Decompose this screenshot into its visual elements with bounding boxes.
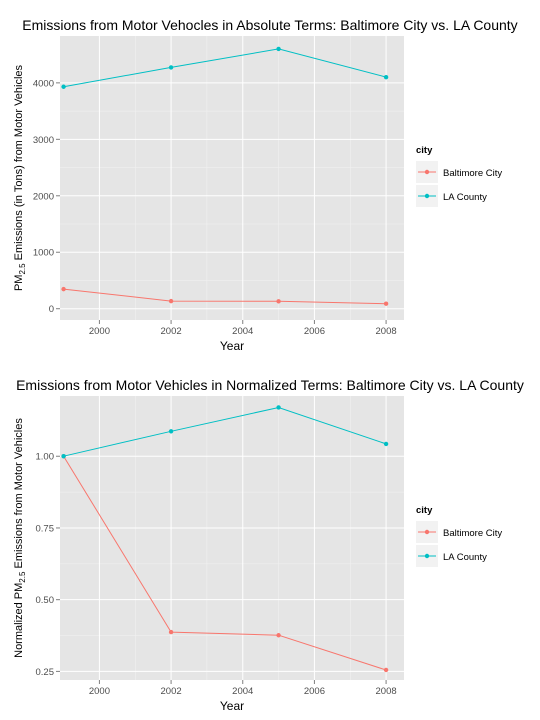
y-axis-label: Normalized PM2.5 Emissions from Motor Ve… bbox=[13, 418, 27, 658]
y-tick-label: 0.50 bbox=[36, 595, 55, 606]
x-tick-label: 2000 bbox=[89, 326, 110, 337]
plot-panel bbox=[60, 396, 404, 680]
x-tick-label: 2002 bbox=[161, 326, 182, 337]
x-tick-label: 2002 bbox=[161, 686, 182, 697]
chart-2: Emissions from Motor Vehicles in Normali… bbox=[13, 377, 524, 713]
y-tick-label: 2000 bbox=[33, 191, 54, 202]
y-tick-label: 1.00 bbox=[36, 452, 55, 463]
y-axis-label-prefix: PM bbox=[13, 275, 25, 292]
data-point bbox=[61, 84, 66, 89]
series-line-1 bbox=[63, 406, 387, 457]
y-tick-label: 0 bbox=[49, 304, 54, 315]
legend-key-point bbox=[424, 169, 430, 175]
data-point bbox=[61, 454, 66, 459]
x-axis-label: Year bbox=[220, 699, 244, 713]
x-tick-label: 2000 bbox=[89, 686, 110, 697]
legend-label: LA County bbox=[443, 192, 487, 203]
y-axis-label-subscript: 2.5 bbox=[18, 571, 27, 583]
series-line-0 bbox=[63, 455, 387, 671]
y-tick-label: 0.75 bbox=[36, 523, 55, 534]
data-point bbox=[168, 65, 174, 70]
legend-title: city bbox=[416, 505, 433, 516]
data-point bbox=[383, 441, 389, 447]
legend-label: LA County bbox=[443, 552, 487, 563]
x-tick-label: 2008 bbox=[376, 686, 397, 697]
data-point bbox=[383, 301, 389, 306]
series-line-0 bbox=[63, 288, 387, 305]
chart-title: Emissions from Motor Vehocles in Absolut… bbox=[22, 17, 517, 33]
data-point bbox=[276, 299, 281, 304]
legend-title: city bbox=[416, 145, 433, 156]
legend-key-point bbox=[424, 193, 430, 199]
x-tick-label: 2004 bbox=[232, 326, 253, 337]
y-axis-label: PM2.5 Emissions (in Tons) from Motor Veh… bbox=[13, 64, 27, 291]
legend-key-point bbox=[424, 553, 430, 559]
y-tick-label: 3000 bbox=[33, 135, 54, 146]
y-tick-label: 4000 bbox=[33, 78, 54, 89]
legend-key-point bbox=[424, 529, 430, 535]
x-tick-label: 2006 bbox=[304, 686, 325, 697]
x-tick-label: 2008 bbox=[376, 326, 397, 337]
legend-label: Baltimore City bbox=[443, 528, 502, 539]
data-point bbox=[383, 667, 389, 673]
x-axis-label: Year bbox=[220, 339, 244, 353]
data-point bbox=[276, 405, 281, 410]
legend-label: Baltimore City bbox=[443, 168, 502, 179]
data-point bbox=[276, 46, 281, 52]
series-line-1 bbox=[63, 48, 387, 88]
y-axis-label-prefix: Normalized PM bbox=[13, 583, 25, 658]
legend: city Baltimore City LA County bbox=[416, 505, 502, 567]
y-tick-label: 0.25 bbox=[36, 667, 55, 678]
data-point bbox=[61, 286, 66, 292]
legend: city Baltimore City LA County bbox=[416, 145, 502, 207]
data-point bbox=[168, 429, 174, 434]
x-tick-label: 2004 bbox=[232, 686, 253, 697]
chart-title: Emissions from Motor Vehicles in Normali… bbox=[16, 377, 524, 393]
data-point bbox=[168, 629, 174, 635]
y-tick-label: 1000 bbox=[33, 248, 54, 259]
y-axis-label-subscript: 2.5 bbox=[18, 263, 27, 275]
chart-1: Emissions from Motor Vehocles in Absolut… bbox=[13, 17, 518, 353]
x-tick-label: 2006 bbox=[304, 326, 325, 337]
data-point bbox=[168, 298, 174, 304]
y-axis-label-suffix: Emissions from Motor Vehicles bbox=[13, 418, 25, 572]
data-point bbox=[383, 74, 389, 80]
data-point bbox=[276, 633, 281, 638]
y-axis-label-suffix: Emissions (in Tons) from Motor Vehicles bbox=[13, 64, 25, 263]
